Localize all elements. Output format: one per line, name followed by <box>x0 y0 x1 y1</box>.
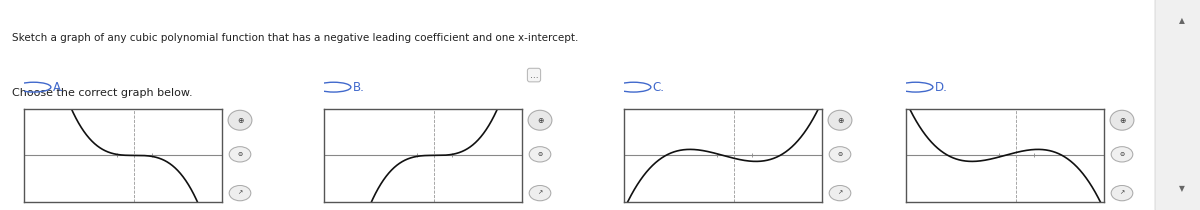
Text: Sketch a graph of any cubic polynomial function that has a negative leading coef: Sketch a graph of any cubic polynomial f… <box>12 33 578 43</box>
Text: ⊕: ⊕ <box>1118 116 1126 125</box>
Text: A.: A. <box>53 81 65 94</box>
Circle shape <box>829 185 851 201</box>
Circle shape <box>528 110 552 130</box>
Circle shape <box>829 147 851 162</box>
Text: D.: D. <box>935 81 948 94</box>
Text: ⊕: ⊕ <box>536 116 544 125</box>
Text: ↗: ↗ <box>538 191 542 196</box>
Circle shape <box>529 147 551 162</box>
Text: ...: ... <box>529 71 539 80</box>
Text: ↗: ↗ <box>1120 191 1124 196</box>
Text: ⊖: ⊖ <box>538 152 542 157</box>
Text: ⊖: ⊖ <box>1120 152 1124 157</box>
Text: ⊖: ⊖ <box>238 152 242 157</box>
Text: ⊖: ⊖ <box>838 152 842 157</box>
Text: C.: C. <box>653 81 665 94</box>
Circle shape <box>229 147 251 162</box>
Text: ↗: ↗ <box>838 191 842 196</box>
Text: B.: B. <box>353 81 365 94</box>
Circle shape <box>229 185 251 201</box>
Circle shape <box>1111 185 1133 201</box>
Text: ⊕: ⊕ <box>836 116 844 125</box>
FancyBboxPatch shape <box>1154 0 1200 210</box>
Text: ▼: ▼ <box>1180 185 1184 193</box>
Text: ⊕: ⊕ <box>236 116 244 125</box>
Circle shape <box>529 185 551 201</box>
Circle shape <box>228 110 252 130</box>
Circle shape <box>828 110 852 130</box>
Circle shape <box>1111 147 1133 162</box>
Text: Choose the correct graph below.: Choose the correct graph below. <box>12 88 193 98</box>
Text: ▲: ▲ <box>1180 17 1184 25</box>
Circle shape <box>1110 110 1134 130</box>
Text: ↗: ↗ <box>238 191 242 196</box>
